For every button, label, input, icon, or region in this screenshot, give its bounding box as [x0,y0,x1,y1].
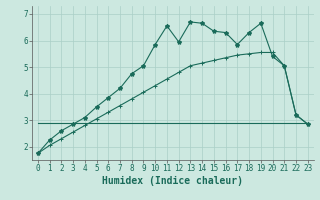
X-axis label: Humidex (Indice chaleur): Humidex (Indice chaleur) [102,176,243,186]
